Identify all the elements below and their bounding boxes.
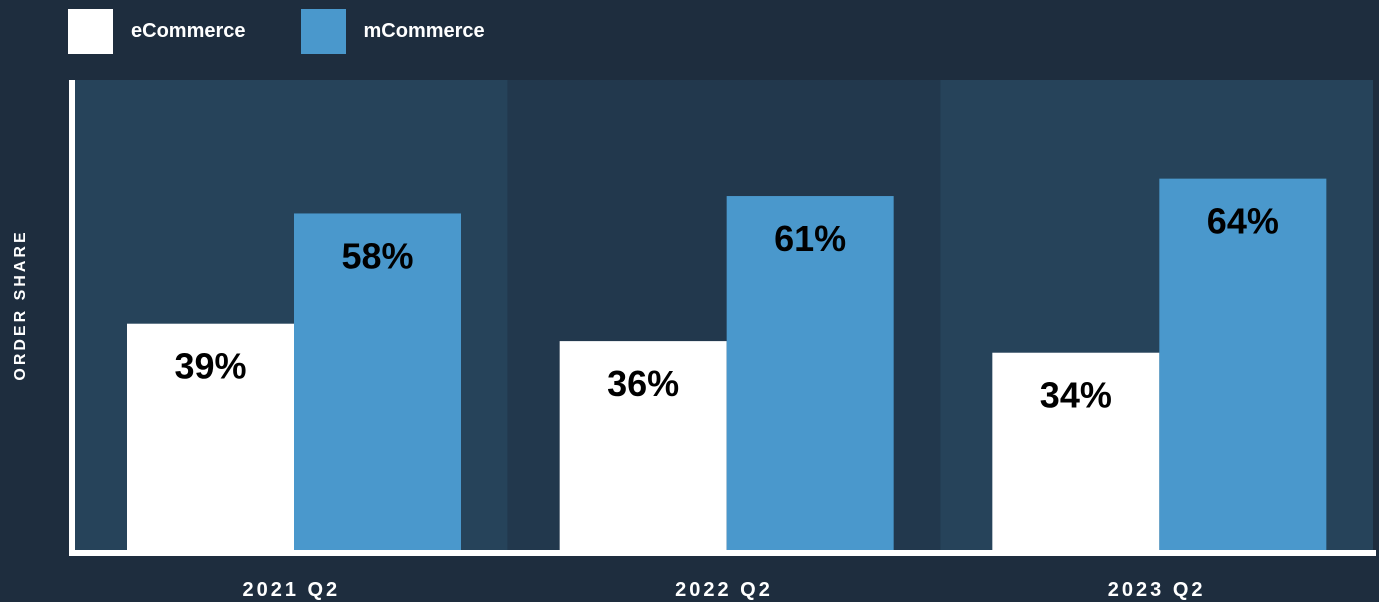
bar-ecommerce-1 [559,341,727,550]
bar-mcommerce-1 [726,196,894,550]
data-label-mcommerce-2: 64% [1207,201,1279,242]
data-label-ecommerce-1: 36% [607,363,679,404]
y-axis-line [69,80,75,556]
legend-item-mcommerce: mCommerce [300,9,485,54]
legend-swatch-mcommerce [300,9,346,54]
data-label-ecommerce-2: 34% [1040,375,1112,416]
bar-ecommerce-0 [127,323,294,550]
legend-swatch-ecommerce [68,9,113,54]
x-tick-label-2: 2023 Q2 [1108,579,1206,601]
legend-label-ecommerce: eCommerce [131,20,246,42]
legend: eCommerce mCommerce [68,9,540,54]
x-tick-label-0: 2021 Q2 [242,579,340,601]
x-axis-line [69,550,1376,556]
legend-label-mcommerce: mCommerce [363,20,485,42]
bar-mcommerce-0 [294,213,461,550]
data-label-ecommerce-0: 39% [174,346,246,387]
x-tick-label-1: 2022 Q2 [675,579,773,601]
bar-mcommerce-2 [1159,178,1327,550]
bar-ecommerce-2 [992,352,1160,550]
legend-item-ecommerce: eCommerce [68,9,246,54]
data-label-mcommerce-0: 58% [341,235,413,276]
data-label-mcommerce-1: 61% [774,218,846,259]
